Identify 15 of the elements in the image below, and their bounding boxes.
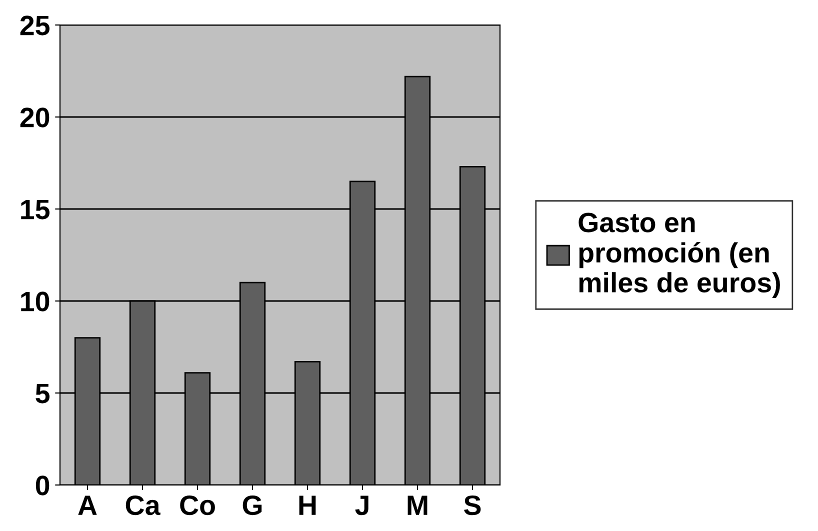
x-tick-label: G [242, 495, 262, 516]
y-tick-label: 25 [20, 16, 50, 36]
y-tick-label: 15 [21, 200, 50, 220]
x-tick-label: Ca [126, 495, 160, 516]
x-tick-label: Co [180, 495, 215, 516]
y-tick-label: 10 [21, 292, 50, 312]
x-tick-label: S [464, 495, 481, 516]
legend-label: Gasto en promoción (en miles de euros) [578, 212, 780, 298]
x-tick-label: A [78, 496, 97, 515]
y-tick-label: 0 [36, 476, 50, 496]
y-tick-label: 5 [36, 384, 50, 404]
x-tick-label: J [355, 496, 368, 516]
x-tick-label: H [299, 496, 316, 515]
x-tick-label: M [408, 496, 428, 515]
y-tick-label: 20 [20, 108, 50, 128]
